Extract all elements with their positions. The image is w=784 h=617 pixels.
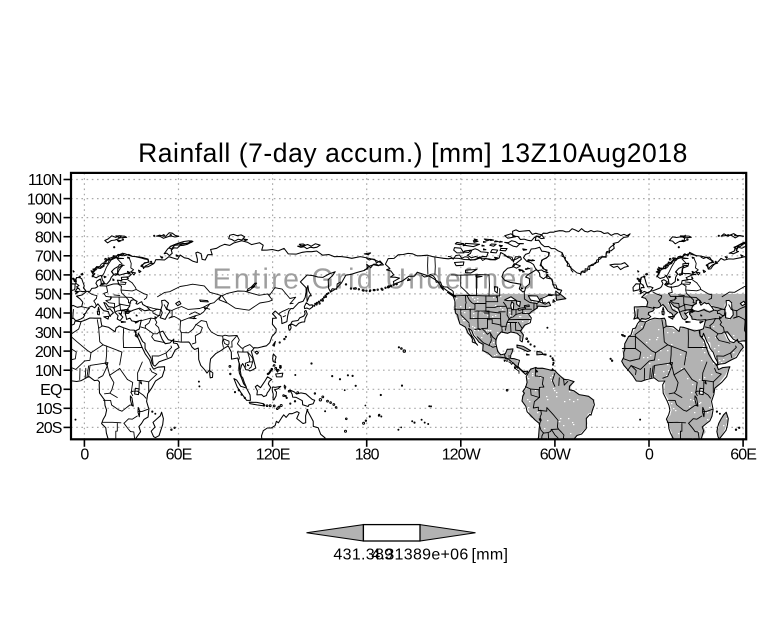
svg-text:4.31389e+06: 4.31389e+06 <box>371 547 468 564</box>
svg-text:180: 180 <box>355 447 380 464</box>
svg-text:20S: 20S <box>36 420 62 437</box>
svg-text:60N: 60N <box>35 268 62 285</box>
svg-text:431.389: 431.389 <box>333 547 393 564</box>
svg-text:20N: 20N <box>35 344 62 361</box>
svg-text:60E: 60E <box>166 447 192 464</box>
svg-text:EQ: EQ <box>40 382 62 399</box>
svg-text:[mm]: [mm] <box>472 547 509 564</box>
svg-text:Rainfall (7-day accum.) [mm] 1: Rainfall (7-day accum.) [mm] 13Z10Aug201… <box>138 138 688 168</box>
svg-text:10N: 10N <box>35 363 62 380</box>
svg-text:120W: 120W <box>442 447 482 464</box>
svg-text:40N: 40N <box>35 306 62 323</box>
svg-text:100N: 100N <box>27 191 62 208</box>
svg-text:0: 0 <box>645 447 654 464</box>
svg-text:60E: 60E <box>730 447 756 464</box>
svg-text:0: 0 <box>80 447 89 464</box>
svg-text:70N: 70N <box>35 249 62 266</box>
svg-text:80N: 80N <box>35 229 62 246</box>
svg-text:120E: 120E <box>256 447 290 464</box>
svg-text:60W: 60W <box>540 447 572 464</box>
svg-text:110N: 110N <box>28 172 62 189</box>
svg-text:50N: 50N <box>35 287 62 304</box>
svg-text:90N: 90N <box>35 210 62 227</box>
svg-text:30N: 30N <box>35 325 62 342</box>
svg-text:10S: 10S <box>36 401 62 418</box>
